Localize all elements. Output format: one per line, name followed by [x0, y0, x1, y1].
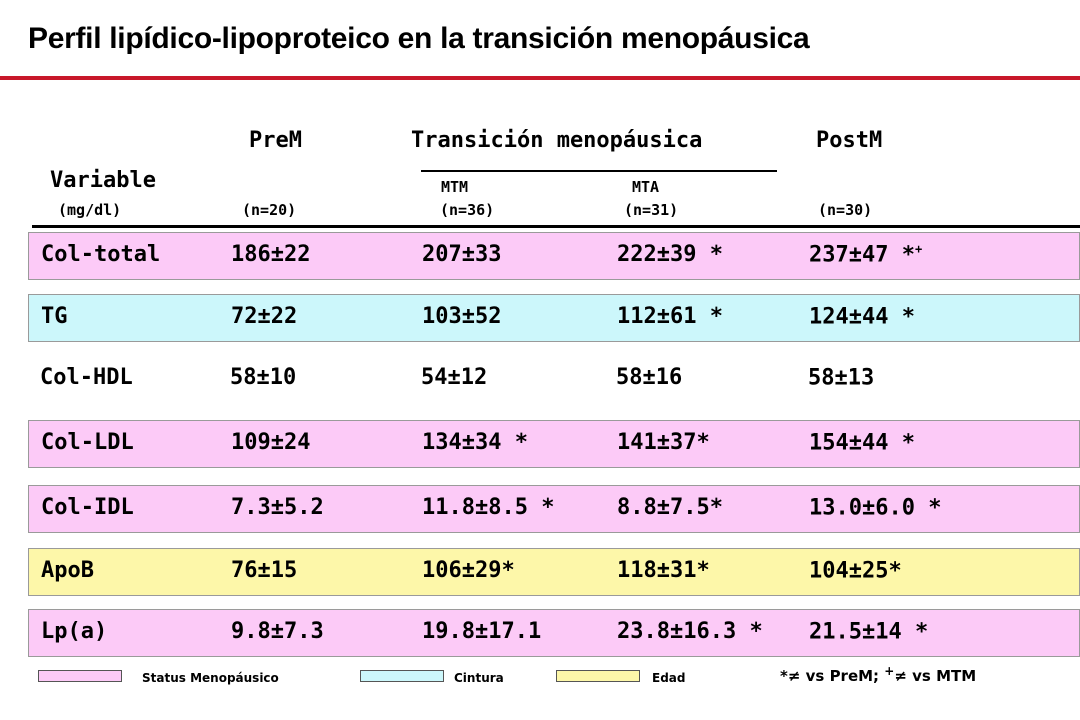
value-mta: 222±39 * [617, 242, 723, 267]
value-mta: 141±37* [617, 430, 710, 455]
header-mtm: MTM [441, 178, 469, 196]
table-row: Col-total 186±22 207±33 222±39 * 237±47 … [28, 232, 1080, 280]
variable-label: Col-HDL [40, 365, 133, 390]
variable-label: ApoB [41, 558, 94, 583]
header-postm: PostM [816, 128, 883, 153]
value-mta: 112±61 * [617, 304, 723, 329]
value-mta: 23.8±16.3 * [617, 619, 763, 644]
header-prem: PreM [249, 128, 302, 153]
header-unit: (mg/dl) [58, 201, 122, 219]
value-postm: 58±13 [808, 365, 875, 391]
variable-label: TG [41, 304, 68, 329]
table-row: ApoB 76±15 106±29* 118±31* 104±25* [28, 548, 1080, 596]
value-prem: 186±22 [231, 242, 311, 267]
variable-label: Lp(a) [41, 619, 108, 644]
value-prem: 58±10 [230, 365, 297, 390]
header-n-prem: (n=20) [242, 201, 297, 219]
table-row: Col-IDL 7.3±5.2 11.8±8.5 * 8.8±7.5* 13.0… [28, 485, 1080, 533]
value-mtm: 54±12 [421, 365, 488, 390]
value-postm: 21.5±14 * [809, 619, 929, 645]
value-mtm: 134±34 * [422, 430, 528, 455]
legend-swatch-cintura [360, 670, 444, 682]
value-mtm: 103±52 [422, 304, 502, 329]
value-mtm: 106±29* [422, 558, 515, 583]
table-row: TG 72±22 103±52 112±61 * 124±44 * [28, 294, 1080, 342]
value-postm: 154±44 * [809, 430, 915, 456]
variable-label: Col-total [41, 242, 161, 267]
header-n-mtm: (n=36) [440, 201, 495, 219]
legend-label-status: Status Menopáusico [142, 671, 279, 685]
value-postm: 237±47 *+ [809, 242, 923, 268]
value-mtm: 207±33 [422, 242, 502, 267]
header-transition: Transición menopáusica [411, 128, 703, 153]
header-n-mta: (n=31) [624, 201, 679, 219]
value-mta: 58±16 [616, 365, 683, 390]
value-postm: 13.0±6.0 * [809, 495, 942, 521]
legend-label-cintura: Cintura [454, 671, 504, 685]
value-mta: 118±31* [617, 558, 710, 583]
value-mtm: 19.8±17.1 [422, 619, 542, 644]
value-prem: 76±15 [231, 558, 298, 583]
value-mta: 8.8±7.5* [617, 495, 723, 520]
transition-underline [421, 170, 777, 172]
legend-label-edad: Edad [652, 671, 686, 685]
value-prem: 9.8±7.3 [231, 619, 324, 644]
legend-swatch-edad [556, 670, 640, 682]
value-prem: 7.3±5.2 [231, 495, 324, 520]
significance-note: *≠ vs PreM; +≠ vs MTM [780, 664, 977, 685]
header-variable: Variable [50, 168, 156, 193]
table-row: Lp(a) 9.8±7.3 19.8±17.1 23.8±16.3 * 21.5… [28, 609, 1080, 657]
slide-title: Perfil lipídico-lipoproteico en la trans… [28, 22, 810, 55]
value-mtm: 11.8±8.5 * [422, 495, 555, 520]
variable-label: Col-LDL [41, 430, 134, 455]
table-row: Col-LDL 109±24 134±34 * 141±37* 154±44 * [28, 420, 1080, 468]
value-postm: 124±44 * [809, 304, 915, 330]
table-row: Col-HDL 58±10 54±12 58±16 58±13 [28, 356, 1080, 404]
title-divider [0, 76, 1080, 80]
value-prem: 72±22 [231, 304, 298, 329]
variable-label: Col-IDL [41, 495, 134, 520]
value-postm: 104±25* [809, 558, 902, 584]
legend-swatch-status [38, 670, 122, 682]
value-prem: 109±24 [231, 430, 311, 455]
header-n-postm: (n=30) [818, 201, 873, 219]
header-divider [32, 225, 1080, 228]
header-mta: MTA [632, 178, 660, 196]
